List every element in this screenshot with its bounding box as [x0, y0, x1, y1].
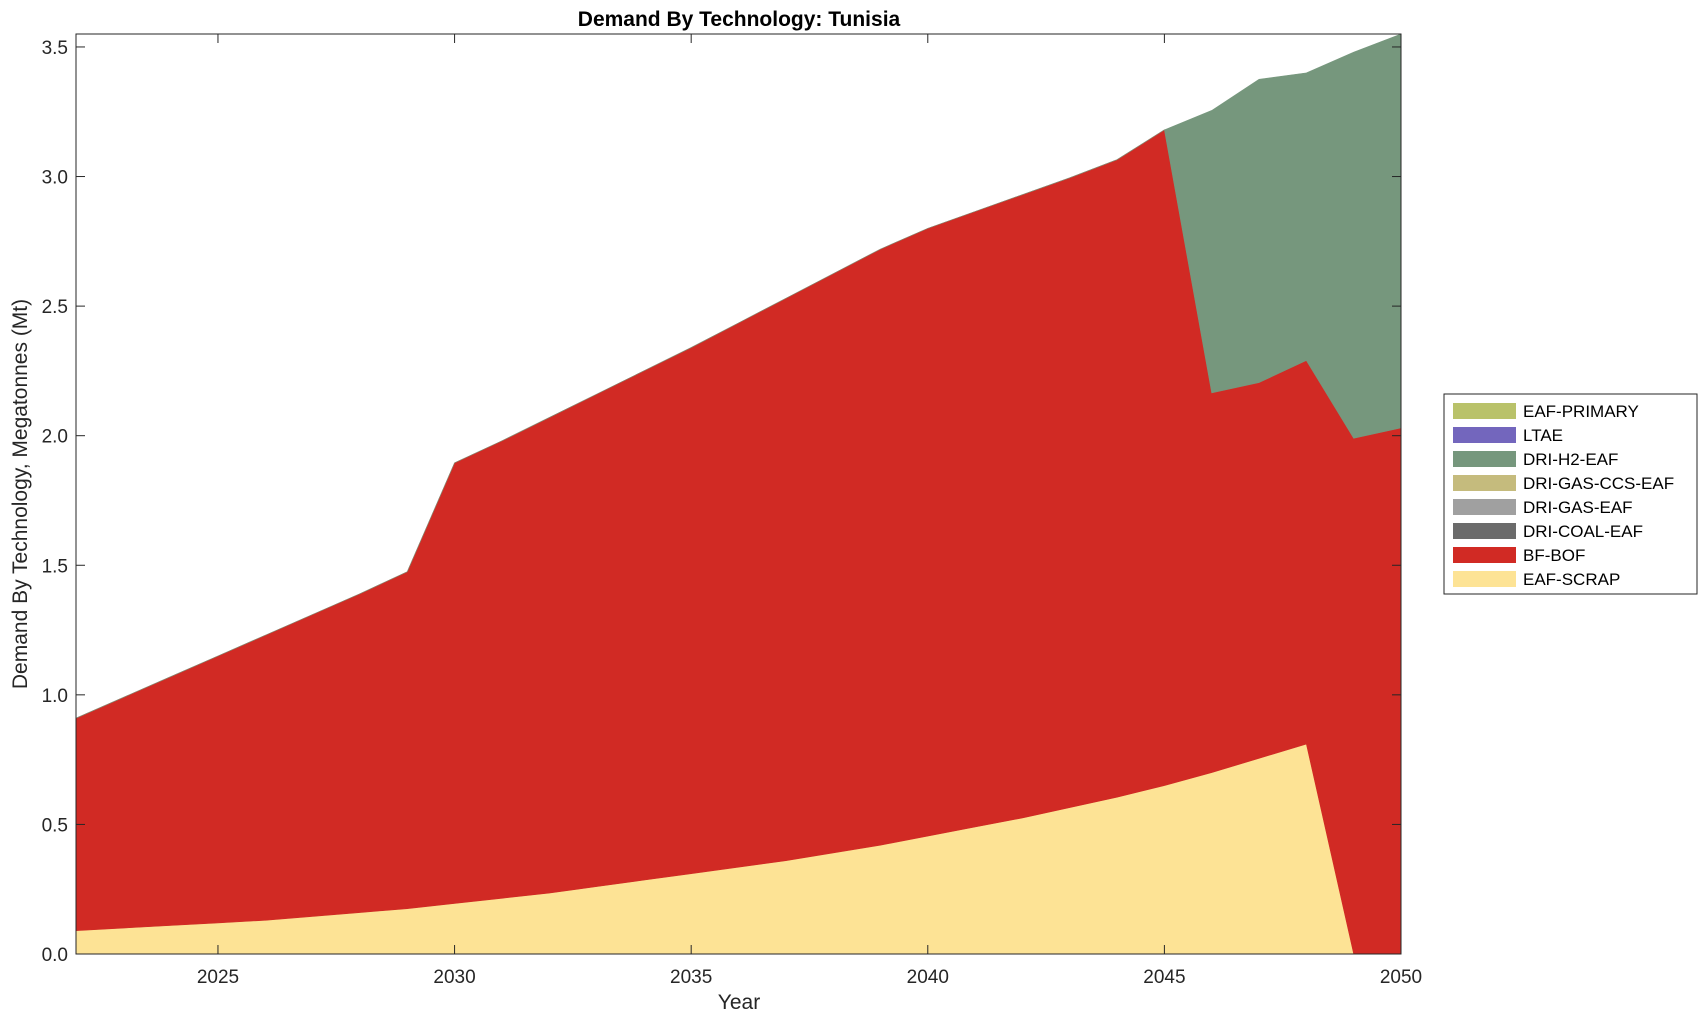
y-tick-label: 3.5 — [42, 38, 68, 59]
legend: EAF-PRIMARY LTAE DRI-H2-EAF DRI-GAS-CCS-EAF… — [1443, 393, 1698, 595]
legend-label-dri-coal-eaf: DRI-COAL-EAF — [1523, 522, 1643, 541]
legend-label-eaf-scrap: EAF-SCRAP — [1523, 570, 1620, 589]
legend-swatch-eaf-primary — [1453, 403, 1516, 419]
legend-swatch-ltae — [1453, 427, 1516, 443]
legend-label-dri-h2-eaf: DRI-H2-EAF — [1523, 450, 1618, 469]
legend-label-bf-bof: BF-BOF — [1523, 546, 1585, 565]
x-tick-label: 2035 — [670, 967, 712, 988]
legend-swatch-dri-gas-eaf — [1453, 499, 1516, 515]
legend-swatch-dri-h2-eaf — [1453, 451, 1516, 467]
legend-label-eaf-primary: EAF-PRIMARY — [1523, 402, 1639, 421]
y-tick-label: 1.5 — [42, 556, 68, 577]
legend-swatch-eaf-scrap — [1453, 571, 1516, 587]
legend-swatch-bf-bof — [1453, 547, 1516, 563]
area-series-layer — [75, 33, 1402, 955]
x-tick-label: 2025 — [197, 967, 239, 988]
legend-label-dri-gas-eaf: DRI-GAS-EAF — [1523, 498, 1633, 517]
chart-title: Demand By Technology: Tunisia — [578, 8, 901, 31]
axis-ticks: 2025 2030 2035 2040 2045 2050 0.0 0.5 1.0 1.5 2.0 2… — [42, 34, 1422, 988]
y-tick-label: 3.0 — [42, 168, 68, 189]
y-tick-label: 0.0 — [42, 945, 68, 966]
x-tick-label: 2045 — [1143, 967, 1185, 988]
x-tick-label: 2030 — [433, 967, 475, 988]
y-tick-label: 2.0 — [42, 427, 68, 448]
x-tick-label: 2050 — [1380, 967, 1422, 988]
plot-frame — [75, 33, 1402, 955]
legend-label-ltae: LTAE — [1523, 426, 1563, 445]
y-tick-label: 1.0 — [42, 686, 68, 707]
x-tick-label: 2040 — [907, 967, 949, 988]
legend-swatch-dri-gas-ccs-eaf — [1453, 475, 1516, 491]
y-axis-title: Demand By Technology, Megatonnes (Mt) — [9, 299, 32, 689]
legend-swatch-dri-coal-eaf — [1453, 523, 1516, 539]
legend-label-dri-gas-ccs-eaf: DRI-GAS-CCS-EAF — [1523, 474, 1674, 493]
x-axis-title: Year — [718, 991, 760, 1014]
legend-items: EAF-PRIMARY LTAE DRI-H2-EAF DRI-GAS-CCS-EAF… — [1453, 402, 1674, 589]
y-tick-label: 2.5 — [42, 297, 68, 318]
y-tick-label: 0.5 — [42, 815, 68, 836]
